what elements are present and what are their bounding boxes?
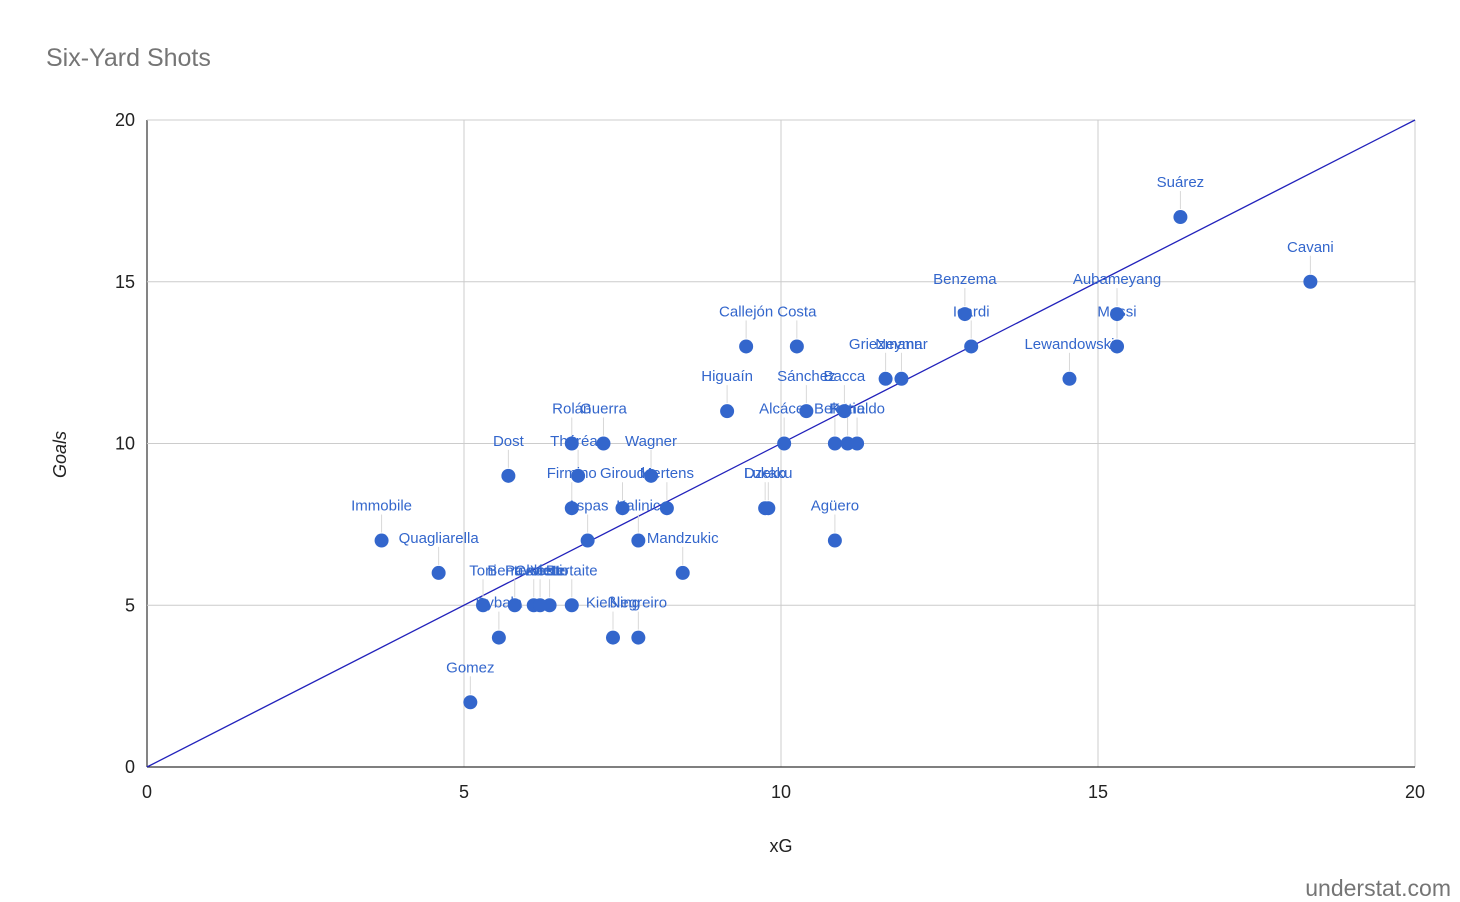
data-point[interactable] [491, 630, 506, 645]
point-label: Lewandowski [1024, 336, 1114, 353]
point-label: Pavoletti [505, 562, 563, 579]
data-point[interactable] [850, 436, 865, 451]
point-label: Higuaín [701, 368, 753, 385]
data-point[interactable] [564, 436, 579, 451]
data-point[interactable] [533, 598, 548, 613]
point-label: Dost [493, 433, 525, 450]
data-point[interactable] [476, 598, 491, 613]
data-point[interactable] [720, 404, 735, 419]
data-point[interactable] [564, 598, 579, 613]
point-label: Alcácer [759, 401, 809, 418]
data-point[interactable] [675, 565, 690, 580]
point-label: Costa [777, 303, 817, 320]
data-point[interactable] [644, 468, 659, 483]
data-point[interactable] [631, 533, 646, 548]
data-point[interactable] [837, 404, 852, 419]
data-point[interactable] [374, 533, 389, 548]
point-label: Wagner [625, 433, 677, 450]
point-label: Bacca [824, 368, 866, 385]
data-points [374, 210, 1318, 710]
data-point[interactable] [507, 598, 522, 613]
x-tick-label: 5 [459, 782, 469, 802]
point-label: Neymar [875, 336, 928, 353]
data-point[interactable] [1062, 371, 1077, 386]
point-label: Rolán [552, 401, 591, 418]
y-tick-label: 15 [115, 272, 135, 292]
watermark-text: understat.com [1305, 875, 1451, 901]
point-label: Callejón [719, 303, 773, 320]
data-point[interactable] [827, 436, 842, 451]
point-labels: SuárezCavaniBenzemaAubameyangIcardiMessi… [351, 174, 1334, 695]
point-label: Toni [469, 562, 497, 579]
axis-ticks: 0 5 10 15 20 0 5 10 15 20 [115, 110, 1425, 802]
y-tick-label: 0 [125, 757, 135, 777]
data-point[interactable] [1303, 274, 1318, 289]
data-point[interactable] [894, 371, 909, 386]
data-point[interactable] [1110, 339, 1125, 354]
point-label: Aubameyang [1073, 271, 1161, 288]
data-point[interactable] [1173, 210, 1188, 225]
data-point[interactable] [631, 630, 646, 645]
point-label: Dzeko [744, 465, 787, 482]
data-point[interactable] [739, 339, 754, 354]
y-tick-label: 10 [115, 434, 135, 454]
x-tick-label: 20 [1405, 782, 1425, 802]
x-axis-title: xG [769, 836, 792, 856]
point-label: Immobile [351, 498, 412, 515]
point-label: Kießling [586, 595, 640, 612]
data-point[interactable] [580, 533, 595, 548]
x-tick-label: 10 [771, 782, 791, 802]
data-point[interactable] [827, 533, 842, 548]
data-point[interactable] [596, 436, 611, 451]
point-label: Gomez [446, 659, 494, 676]
point-label: Guerra [580, 401, 627, 418]
chart-title: Six-Yard Shots [46, 44, 211, 72]
point-label: Benteke [487, 562, 542, 579]
point-label: Quagliarella [399, 530, 480, 547]
point-label: Ronaldo [829, 401, 885, 418]
data-point[interactable] [615, 501, 630, 516]
data-point[interactable] [501, 468, 516, 483]
y-tick-label: 20 [115, 110, 135, 130]
data-point[interactable] [564, 501, 579, 516]
data-point[interactable] [1110, 307, 1125, 322]
data-point[interactable] [799, 404, 814, 419]
point-label: Negreiro [610, 595, 668, 612]
data-point[interactable] [777, 436, 792, 451]
data-point[interactable] [957, 307, 972, 322]
point-label: Lukaku [744, 465, 792, 482]
point-label: Sánchez [777, 368, 835, 385]
point-label: Giroud [600, 465, 645, 482]
data-point[interactable] [789, 339, 804, 354]
point-label: Mandzukic [647, 530, 719, 547]
point-label: Benzema [933, 271, 997, 288]
data-point[interactable] [431, 565, 446, 580]
data-point[interactable] [571, 468, 586, 483]
point-label: Agüero [811, 498, 859, 515]
point-label: Bertaite [546, 562, 598, 579]
data-point[interactable] [964, 339, 979, 354]
data-point[interactable] [761, 501, 776, 516]
data-point[interactable] [463, 695, 478, 710]
point-label: Celeste [515, 562, 566, 579]
point-label: Suárez [1157, 174, 1205, 191]
y-axis-title: Goals [50, 431, 70, 478]
data-point[interactable] [605, 630, 620, 645]
data-point[interactable] [659, 501, 674, 516]
y-tick-label: 5 [125, 595, 135, 615]
x-tick-label: 15 [1088, 782, 1108, 802]
point-label: Griezmann [849, 336, 922, 353]
x-tick-label: 0 [142, 782, 152, 802]
point-label: Vietto [531, 562, 569, 579]
point-label: Cavani [1287, 239, 1334, 256]
data-point[interactable] [878, 371, 893, 386]
